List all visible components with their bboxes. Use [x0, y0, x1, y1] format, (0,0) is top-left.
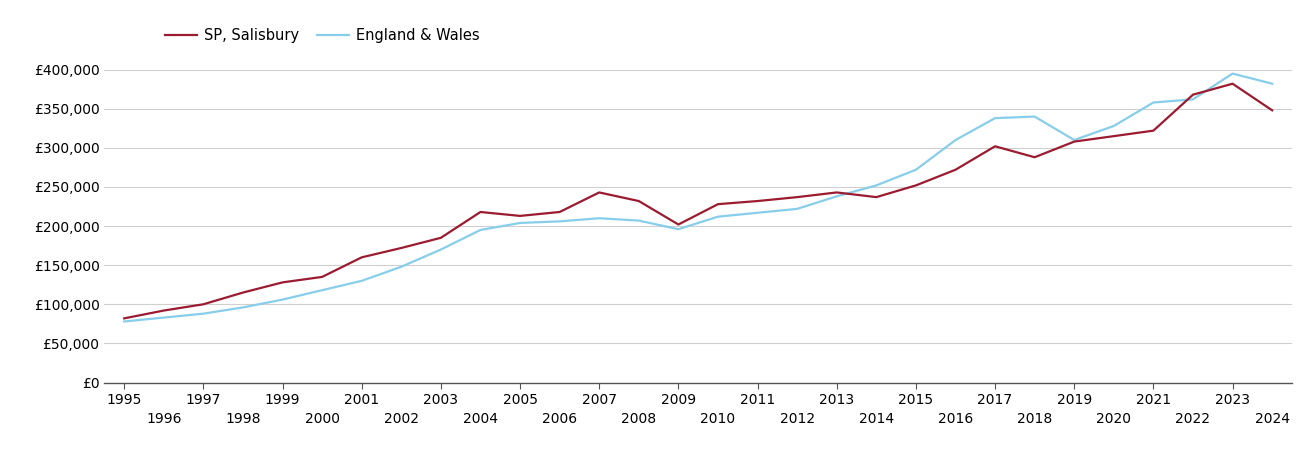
- SP, Salisbury: [1224, 81, 1240, 86]
- England & Wales: [196, 311, 211, 316]
- SP, Salisbury: [1027, 154, 1043, 160]
- England & Wales: [591, 216, 607, 221]
- Line: SP, Salisbury: SP, Salisbury: [124, 84, 1272, 318]
- England & Wales: [275, 297, 291, 302]
- England & Wales: [552, 219, 568, 224]
- England & Wales: [988, 116, 1004, 121]
- SP, Salisbury: [235, 290, 251, 295]
- Legend: SP, Salisbury, England & Wales: SP, Salisbury, England & Wales: [159, 22, 485, 49]
- England & Wales: [790, 206, 805, 211]
- SP, Salisbury: [671, 222, 686, 227]
- England & Wales: [512, 220, 527, 225]
- England & Wales: [908, 167, 924, 172]
- SP, Salisbury: [710, 202, 726, 207]
- England & Wales: [1146, 100, 1161, 105]
- SP, Salisbury: [829, 190, 844, 195]
- England & Wales: [868, 183, 883, 188]
- SP, Salisbury: [472, 209, 488, 215]
- England & Wales: [155, 315, 171, 320]
- SP, Salisbury: [1066, 139, 1082, 144]
- SP, Salisbury: [512, 213, 527, 219]
- England & Wales: [433, 247, 449, 252]
- SP, Salisbury: [155, 308, 171, 313]
- SP, Salisbury: [790, 194, 805, 200]
- SP, Salisbury: [116, 315, 132, 321]
- England & Wales: [315, 288, 330, 293]
- SP, Salisbury: [1146, 128, 1161, 133]
- SP, Salisbury: [632, 198, 647, 204]
- England & Wales: [472, 227, 488, 233]
- SP, Salisbury: [988, 144, 1004, 149]
- SP, Salisbury: [354, 255, 369, 260]
- England & Wales: [947, 137, 963, 143]
- SP, Salisbury: [1185, 92, 1201, 97]
- England & Wales: [1066, 137, 1082, 143]
- SP, Salisbury: [1105, 133, 1121, 139]
- England & Wales: [749, 210, 765, 216]
- SP, Salisbury: [868, 194, 883, 200]
- England & Wales: [235, 305, 251, 310]
- England & Wales: [116, 319, 132, 324]
- SP, Salisbury: [908, 183, 924, 188]
- SP, Salisbury: [947, 167, 963, 172]
- England & Wales: [1224, 71, 1240, 76]
- SP, Salisbury: [315, 274, 330, 279]
- England & Wales: [1027, 114, 1043, 119]
- SP, Salisbury: [1265, 108, 1280, 113]
- SP, Salisbury: [749, 198, 765, 204]
- England & Wales: [1265, 81, 1280, 86]
- England & Wales: [829, 194, 844, 199]
- England & Wales: [632, 218, 647, 223]
- England & Wales: [354, 278, 369, 284]
- England & Wales: [710, 214, 726, 220]
- SP, Salisbury: [433, 235, 449, 240]
- SP, Salisbury: [591, 190, 607, 195]
- Line: England & Wales: England & Wales: [124, 73, 1272, 321]
- SP, Salisbury: [393, 245, 408, 251]
- England & Wales: [393, 264, 408, 270]
- SP, Salisbury: [275, 280, 291, 285]
- England & Wales: [1185, 97, 1201, 102]
- SP, Salisbury: [552, 209, 568, 215]
- England & Wales: [1105, 123, 1121, 129]
- England & Wales: [671, 226, 686, 232]
- SP, Salisbury: [196, 302, 211, 307]
